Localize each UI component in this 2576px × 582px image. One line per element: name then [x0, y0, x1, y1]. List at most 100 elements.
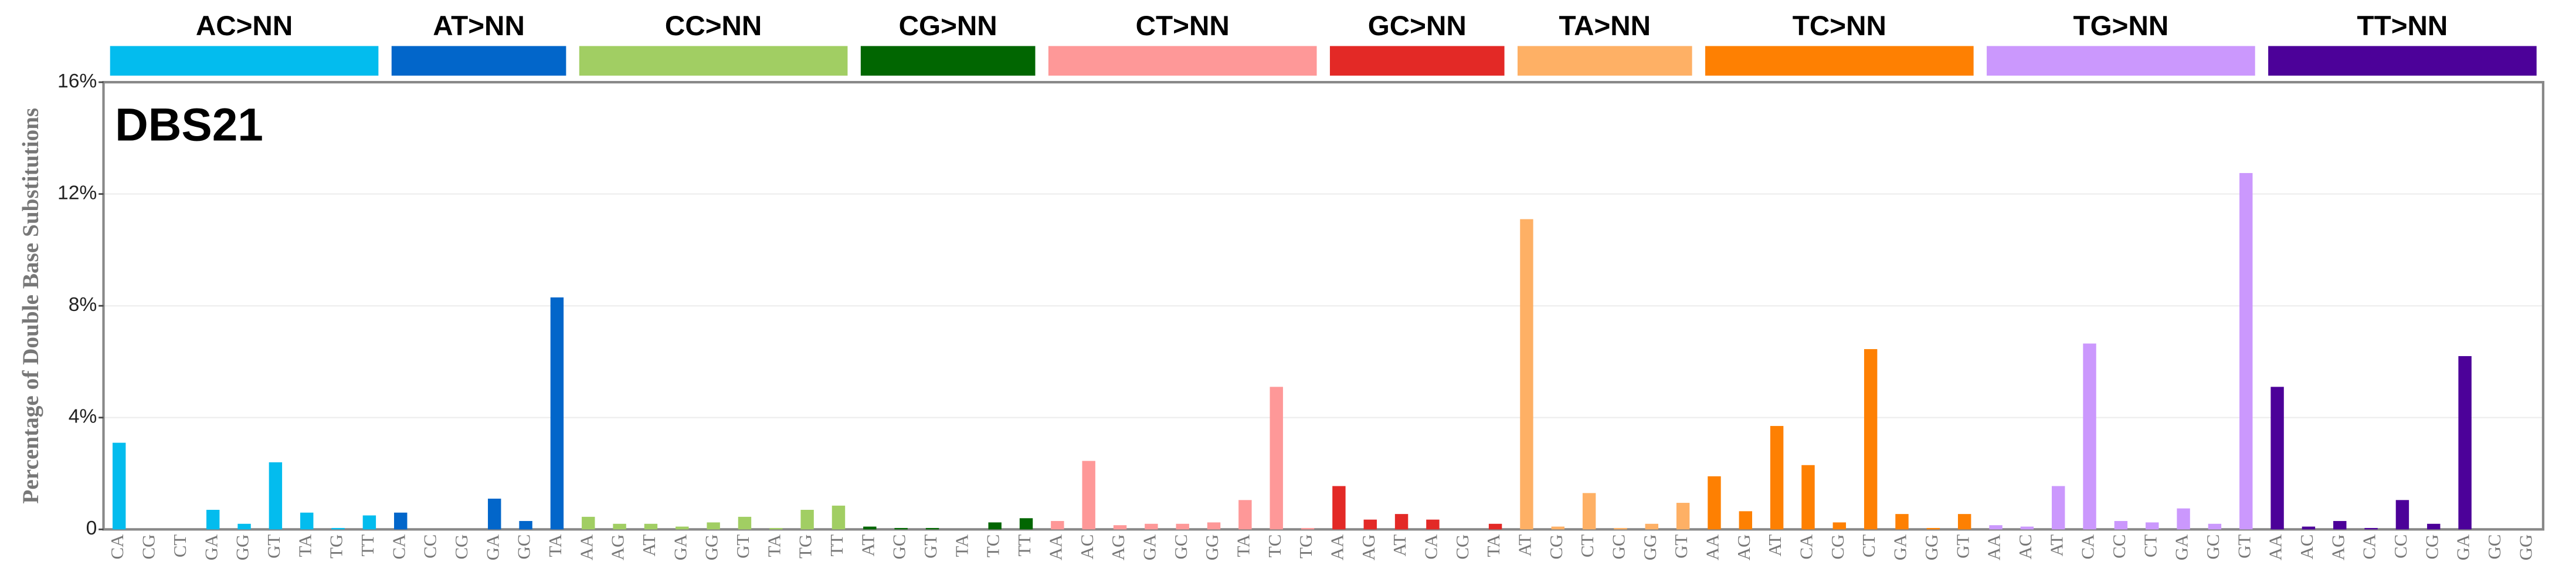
bar	[1113, 525, 1127, 530]
x-tick-label: CT	[1859, 534, 1879, 558]
x-tick-label: GC	[2203, 534, 2223, 560]
x-tick-label: CG	[1452, 534, 1472, 560]
x-tick-label: TT	[827, 534, 847, 557]
x-tick-label: TT	[1014, 534, 1034, 557]
bar	[1238, 500, 1252, 530]
x-tick-label: GC	[1609, 534, 1629, 560]
bar	[582, 516, 595, 530]
x-tick-label: AT	[1515, 534, 1535, 557]
group-title: CG>NN	[899, 11, 997, 42]
group-title: TT>NN	[2357, 11, 2448, 42]
group-banner	[1048, 46, 1317, 76]
x-tick-label: GG	[1202, 534, 1222, 561]
bar	[1051, 521, 1064, 530]
x-tick-label: CA	[1797, 534, 1817, 560]
group-title: TG>NN	[2073, 11, 2169, 42]
x-tick-label: GA	[1139, 534, 1159, 560]
bar	[831, 505, 846, 530]
x-tick-label: GA	[1891, 534, 1910, 560]
y-tick-label: 12%	[57, 182, 97, 204]
bar	[362, 515, 376, 530]
bar	[237, 523, 251, 530]
group-title: AC>NN	[196, 11, 293, 42]
x-tick-label: CC	[2109, 534, 2129, 559]
x-tick-label: CA	[107, 534, 127, 560]
group-title: CC>NN	[665, 11, 762, 42]
group-banner	[391, 46, 566, 76]
bar	[2177, 508, 2190, 530]
bar	[1676, 503, 1690, 530]
bar	[269, 462, 283, 530]
x-tick-label: GT	[264, 534, 284, 559]
bar	[394, 512, 408, 530]
x-tick-label: AG	[608, 534, 628, 561]
bar	[1520, 219, 1533, 530]
bar	[1614, 527, 1627, 530]
bar	[2020, 526, 2034, 530]
bar	[863, 526, 877, 530]
bar	[488, 498, 501, 530]
bar	[1895, 514, 1909, 530]
bar	[707, 522, 720, 530]
bar	[1363, 519, 1377, 530]
bar	[1957, 514, 1971, 530]
x-tick-label: AT	[858, 534, 878, 557]
bar	[2458, 356, 2472, 530]
bar	[1989, 525, 2003, 530]
group-banner	[2268, 46, 2537, 76]
x-tick-label: GA	[201, 534, 221, 560]
x-tick-label: AA	[1046, 534, 1065, 560]
bar	[112, 442, 126, 530]
x-tick-label: TA	[952, 534, 972, 557]
x-tick-label: AG	[2328, 534, 2348, 561]
bar	[769, 527, 783, 530]
x-tick-label: TA	[1233, 534, 1253, 557]
bar	[2146, 522, 2159, 530]
y-tick-label: 8%	[69, 294, 97, 316]
bar	[1832, 522, 1847, 530]
bar	[1739, 511, 1753, 530]
bar	[1332, 486, 1346, 530]
x-tick-label: GT	[1671, 534, 1691, 559]
group-banner	[1987, 46, 2255, 76]
x-tick-label: GA	[670, 534, 690, 560]
x-tick-label: AG	[1359, 534, 1379, 561]
x-tick-label: GA	[2453, 534, 2473, 560]
group-title: AT>NN	[433, 11, 525, 42]
bar	[300, 512, 314, 530]
bar	[2239, 172, 2253, 530]
x-tick-label: TA	[764, 534, 784, 557]
x-tick-label: GT	[921, 534, 941, 559]
bar	[2270, 387, 2284, 530]
bar	[206, 509, 220, 530]
bar	[519, 521, 532, 530]
x-tick-label: AT	[1765, 534, 1785, 557]
bar	[1019, 518, 1033, 530]
group-title: CT>NN	[1136, 11, 1230, 42]
bar	[1207, 522, 1221, 530]
y-tick-label: 16%	[57, 70, 97, 92]
x-tick-label: AG	[1108, 534, 1128, 561]
bar	[1770, 426, 1784, 530]
x-tick-label: TA	[1484, 534, 1503, 557]
x-tick-label: GT	[2234, 534, 2254, 559]
x-tick-label: AC	[2015, 534, 2035, 560]
bar	[644, 523, 658, 530]
bar	[738, 516, 752, 530]
x-tick-label: AC	[1077, 534, 1097, 560]
bar	[1926, 527, 1940, 530]
x-tick-label: CT	[2140, 534, 2160, 558]
x-tick-label: TG	[327, 534, 347, 559]
bar	[2333, 521, 2347, 530]
bar	[2114, 521, 2128, 530]
x-tick-label: CA	[2078, 534, 2098, 560]
bar	[1551, 526, 1564, 530]
x-tick-label: CC	[420, 534, 440, 559]
bar	[331, 527, 345, 530]
x-tick-label: AA	[1703, 534, 1723, 560]
x-tick-label: TC	[983, 534, 1003, 557]
group-banner	[1329, 46, 1505, 76]
bar	[2395, 500, 2409, 530]
x-tick-label: AG	[1734, 534, 1754, 561]
